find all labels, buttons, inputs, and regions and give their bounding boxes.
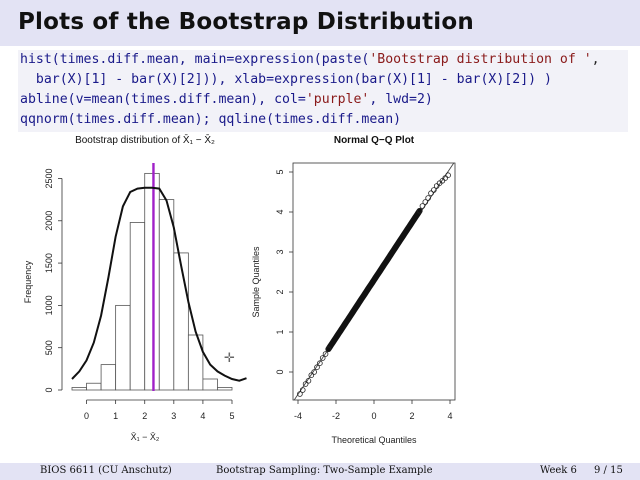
histogram-bar xyxy=(115,304,131,391)
histogram-bar xyxy=(86,382,102,391)
qq-y-tick-label: 3 xyxy=(275,249,285,254)
qq-point xyxy=(433,183,440,189)
qq-point xyxy=(299,387,306,393)
histogram-title: Bootstrap distribution of X̄₁ − X̄₂ xyxy=(75,133,215,146)
qq-point xyxy=(422,199,429,205)
histogram-bar xyxy=(158,199,175,391)
qq-point xyxy=(425,195,431,201)
qq-x-tick-label: 2 xyxy=(409,411,414,421)
code-line-1-string: 'Bootstrap distribution of ' xyxy=(369,52,592,67)
qq-point xyxy=(319,355,326,361)
code-line-1-b: , xyxy=(591,52,600,67)
qq-x-tick-label: -2 xyxy=(332,411,340,421)
code-block: hist(times.diff.mean, main=expression(pa… xyxy=(18,50,628,132)
y-tick-label: 0 xyxy=(44,387,54,392)
qq-x-tick-label: -4 xyxy=(294,411,302,421)
histogram-chart: Bootstrap distribution of X̄₁ − X̄₂ 0 1 2 3 4… xyxy=(23,133,247,442)
code-line-3-string: 'purple' xyxy=(305,92,370,107)
qq-point xyxy=(431,187,437,193)
qq-plot-chart: Normal Q−Q Plot -4 -2 0 2 4 Theoretical Quanti… xyxy=(251,135,456,445)
slide-title: Plots of the Bootstrap Distribution xyxy=(18,9,474,35)
footer-course: BIOS 6611 (CU Anschutz) xyxy=(40,465,172,476)
slide-footer: BIOS 6611 (CU Anschutz) Bootstrap Sampli… xyxy=(0,463,640,480)
x-axis-label: X̄₁ − X̄₂ xyxy=(131,432,160,442)
qq-point xyxy=(322,351,329,357)
code-line-1: hist(times.diff.mean, main=expression(pa… xyxy=(18,50,628,70)
y-tick-label: 1000 xyxy=(44,295,54,315)
x-tick-label: 3 xyxy=(171,411,176,421)
qq-point xyxy=(445,172,451,179)
qq-point xyxy=(416,208,423,214)
y-tick-label: 1500 xyxy=(44,253,54,273)
x-tick-label: 1 xyxy=(113,411,118,421)
qq-y-tick-label: 4 xyxy=(275,209,285,214)
qq-points-dense xyxy=(325,207,423,353)
y-axis-label: Frequency xyxy=(23,260,33,303)
slide-header: Plots of the Bootstrap Distribution xyxy=(0,0,640,46)
qq-y-tick-label: 2 xyxy=(275,289,285,294)
histogram-bar xyxy=(129,222,146,391)
qq-point xyxy=(317,360,323,367)
code-line-1-a: hist(times.diff.mean, main=expression(pa… xyxy=(20,52,370,67)
y-tick-label: 2000 xyxy=(44,211,54,231)
code-line-3: abline(v=mean(times.diff.mean), col='pur… xyxy=(18,90,628,110)
qq-x-tick-label: 0 xyxy=(371,411,376,421)
figure-panel: Bootstrap distribution of X̄₁ − X̄₂ 0 1 2 3 4… xyxy=(23,133,456,445)
qq-y-tick-label: 0 xyxy=(275,369,285,374)
histogram-bar xyxy=(144,172,160,391)
code-line-2: bar(X)[1] - bar(X)[2])), xlab=expression… xyxy=(20,72,552,87)
qq-title: Normal Q−Q Plot xyxy=(334,135,415,146)
qq-y-tick-label: 5 xyxy=(275,169,285,174)
x-tick-label: 2 xyxy=(142,411,147,421)
code-line-4: qqnorm(times.diff.mean); qqline(times.di… xyxy=(20,112,402,127)
y-tick-label: 500 xyxy=(44,340,54,355)
qq-point xyxy=(442,175,449,181)
code-line-3-b: , lwd=2) xyxy=(369,92,433,107)
qq-x-tick-label: 4 xyxy=(447,411,452,421)
qq-y-tick-label: 1 xyxy=(275,329,285,334)
histogram-bar xyxy=(100,364,117,391)
qq-point xyxy=(325,346,332,353)
qq-point xyxy=(297,391,303,397)
qq-point xyxy=(311,369,317,375)
qq-point xyxy=(305,377,312,384)
footer-topic: Bootstrap Sampling: Two-Sample Example xyxy=(216,465,433,476)
qq-point xyxy=(308,372,315,379)
qq-x-axis-label: Theoretical Quantiles xyxy=(331,435,417,445)
qq-point xyxy=(419,203,426,209)
move-cursor-icon: ✛ xyxy=(224,351,235,366)
qq-y-axis-label: Sample Quantiles xyxy=(251,246,261,318)
qq-point xyxy=(314,364,320,371)
footer-page: 9 / 15 xyxy=(594,465,623,476)
density-curve xyxy=(71,186,247,382)
code-line-3-a: abline(v=mean(times.diff.mean), col= xyxy=(20,92,306,107)
histogram-bar xyxy=(202,378,218,391)
histogram-bar xyxy=(173,252,189,391)
y-tick-label: 2500 xyxy=(44,168,54,188)
x-tick-label: 5 xyxy=(229,411,234,421)
histogram-bar xyxy=(71,387,87,391)
qq-point xyxy=(439,178,446,184)
qq-point xyxy=(428,190,434,197)
histogram-bar xyxy=(187,334,204,391)
x-tick-label: 0 xyxy=(84,411,89,421)
footer-week: Week 6 xyxy=(540,465,577,476)
histogram-bar xyxy=(217,387,233,391)
x-tick-label: 4 xyxy=(200,411,205,421)
qq-point xyxy=(302,381,309,387)
